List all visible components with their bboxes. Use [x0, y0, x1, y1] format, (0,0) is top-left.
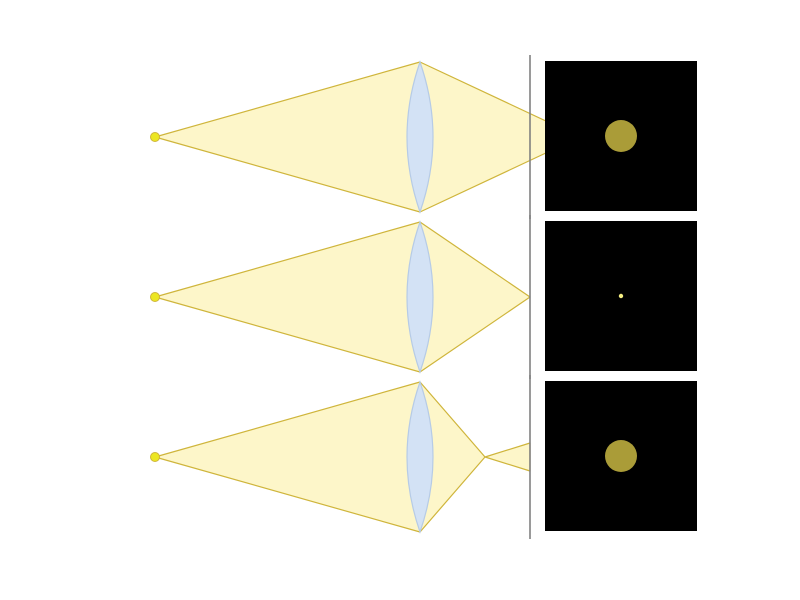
light-cone — [155, 222, 530, 372]
point-source — [151, 133, 160, 142]
row-out-of-focus-near — [151, 55, 698, 219]
point-source — [151, 293, 160, 302]
row-in-focus — [151, 215, 698, 379]
focus-spot — [619, 294, 623, 298]
blur-spot — [605, 120, 637, 152]
row-out-of-focus-far — [151, 375, 698, 539]
light-tail — [485, 443, 530, 471]
lens-focus-diagram — [0, 0, 800, 600]
point-source — [151, 453, 160, 462]
light-cone — [155, 382, 485, 532]
blur-spot — [605, 440, 637, 472]
light-cone — [155, 62, 580, 212]
